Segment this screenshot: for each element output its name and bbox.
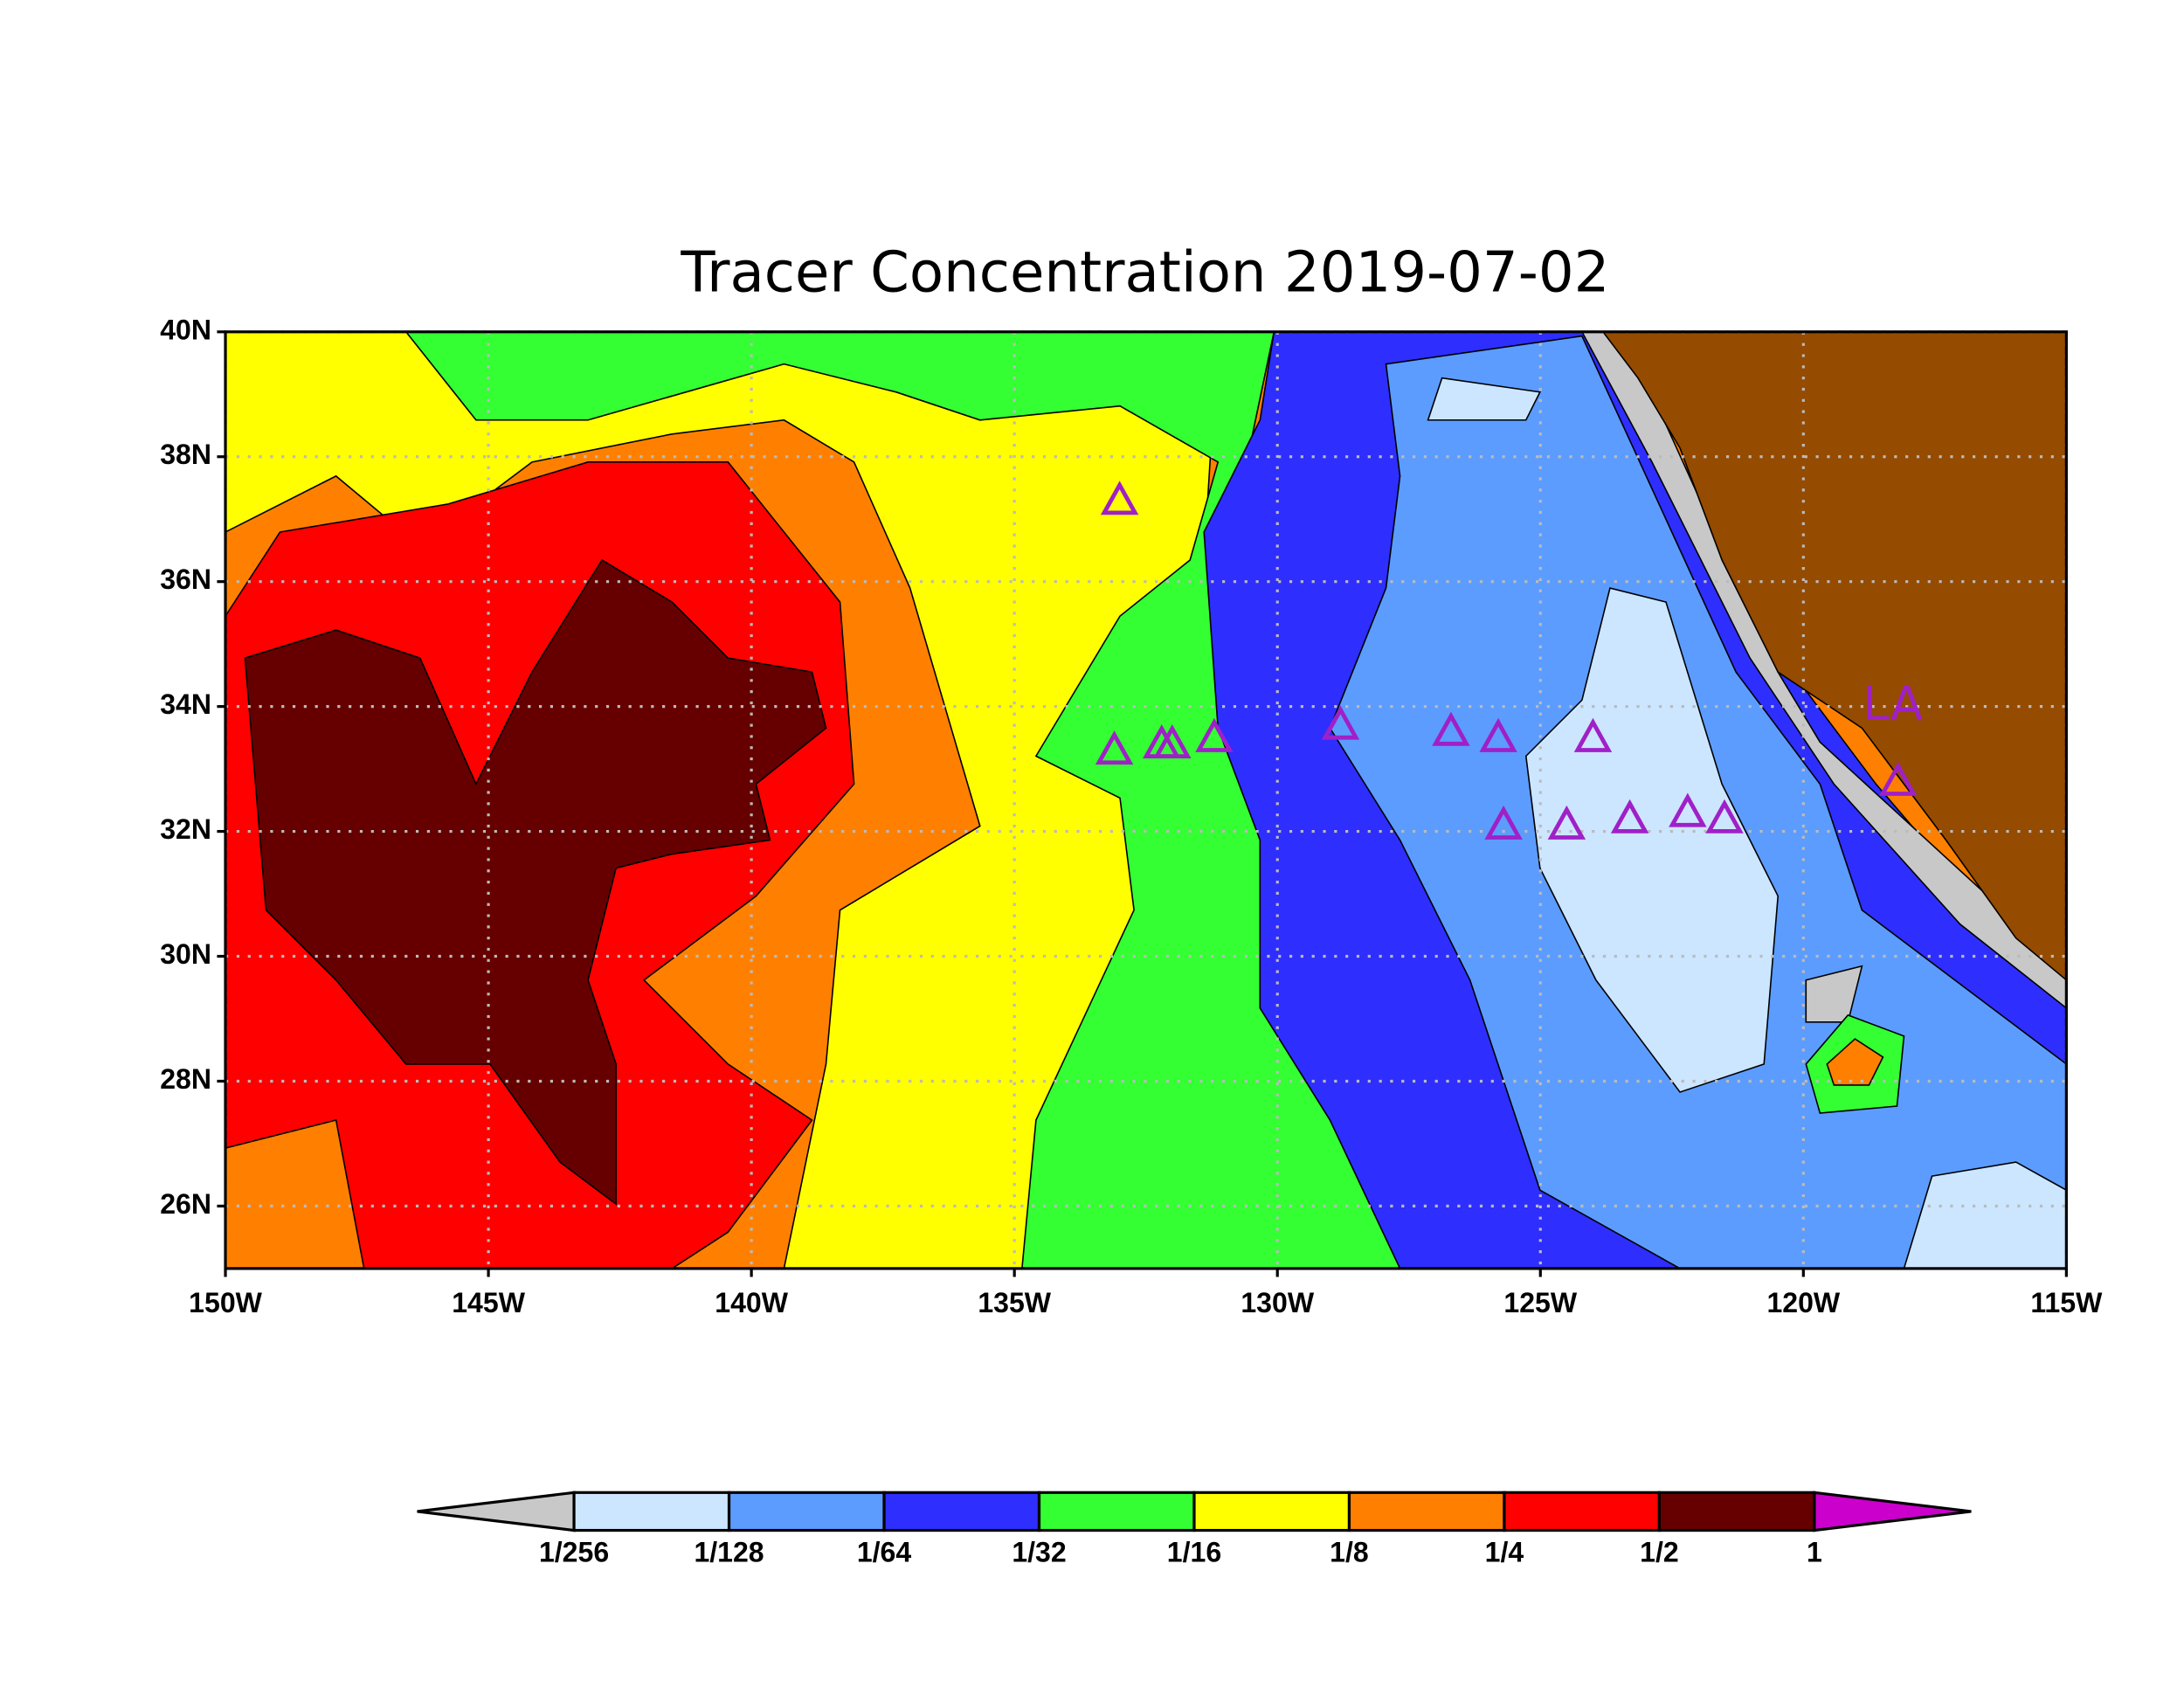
station-marker (1547, 805, 1586, 840)
x-tick-label: 135W (978, 1287, 1051, 1318)
colorbar-label: 1 (1807, 1536, 1822, 1567)
station-marker (1100, 481, 1139, 515)
colorbar-box (1347, 1491, 1506, 1532)
y-tick-label: 34N (160, 688, 211, 720)
x-tick-label: 130W (1241, 1287, 1314, 1318)
x-tick-label: 140W (715, 1287, 788, 1318)
colorbar-label: 1/8 (1330, 1536, 1369, 1567)
markers: LA (1095, 481, 1923, 840)
field-region (1427, 377, 2067, 1269)
land (1601, 331, 2067, 981)
x-tick-label: 115W (2030, 1287, 2103, 1318)
colorbar-box (882, 1491, 1041, 1532)
x-tick-label: 125W (1503, 1287, 1577, 1318)
colorbar: 1/256 1/128 1/64 1/32 1/16 1/8 1/4 1/2 1 (417, 1491, 1972, 1567)
station-marker (1878, 761, 1918, 796)
colorbar-label: 1/16 (1167, 1536, 1221, 1567)
field-region (244, 558, 827, 1206)
station-marker (1195, 717, 1234, 752)
colorbar-over (1813, 1491, 1972, 1532)
station-marker (1321, 705, 1360, 740)
colorbar-box (1037, 1491, 1196, 1532)
colorbar-label: 1/2 (1640, 1536, 1679, 1567)
station-marker (1095, 730, 1134, 765)
colorbar-box (572, 1491, 731, 1532)
colorbar-box (727, 1491, 886, 1532)
x-tick-label: 150W (189, 1287, 262, 1318)
x-tick-label: 120W (1766, 1287, 1840, 1318)
plot-frame (224, 330, 2068, 1270)
station-marker (1610, 799, 1649, 834)
y-tick-label: 26N (160, 1188, 211, 1220)
place-label: LA (1863, 675, 1923, 731)
colorbar-label: 1/64 (857, 1536, 912, 1567)
station-marker (1573, 717, 1613, 752)
x-tick-label: 145W (452, 1287, 525, 1318)
colorbar-box (1503, 1491, 1662, 1532)
station-marker (1153, 723, 1192, 759)
colorbar-label: 1/32 (1012, 1536, 1066, 1567)
y-tick-label: 36N (160, 564, 211, 595)
colorbar-label: 1/4 (1485, 1536, 1524, 1567)
y-tick-label: 28N (160, 1063, 211, 1095)
y-tick-label: 32N (160, 813, 211, 845)
field-region (1826, 1038, 1884, 1086)
field (225, 331, 2067, 1269)
y-tick-label: 30N (160, 938, 211, 970)
station-marker (1669, 792, 1707, 827)
station-marker (1484, 805, 1523, 840)
colorbar-label: 1/128 (694, 1536, 764, 1567)
colorbar-under (417, 1491, 576, 1532)
station-marker (1705, 799, 1744, 834)
station-marker (1432, 711, 1470, 746)
grid: 150W 145W 140W 135W 130W 125W 120W 115W 26N 28N 30… (160, 314, 2103, 1318)
colorbar-box (1192, 1491, 1351, 1532)
station-marker (1479, 717, 1517, 752)
y-tick-label: 38N (160, 439, 211, 470)
title: Tracer Concentration 2019-07-02 (680, 240, 1609, 305)
y-tick-label: 40N (160, 314, 211, 345)
colorbar-label: 1/256 (539, 1536, 609, 1567)
colorbar-box (1657, 1491, 1816, 1532)
